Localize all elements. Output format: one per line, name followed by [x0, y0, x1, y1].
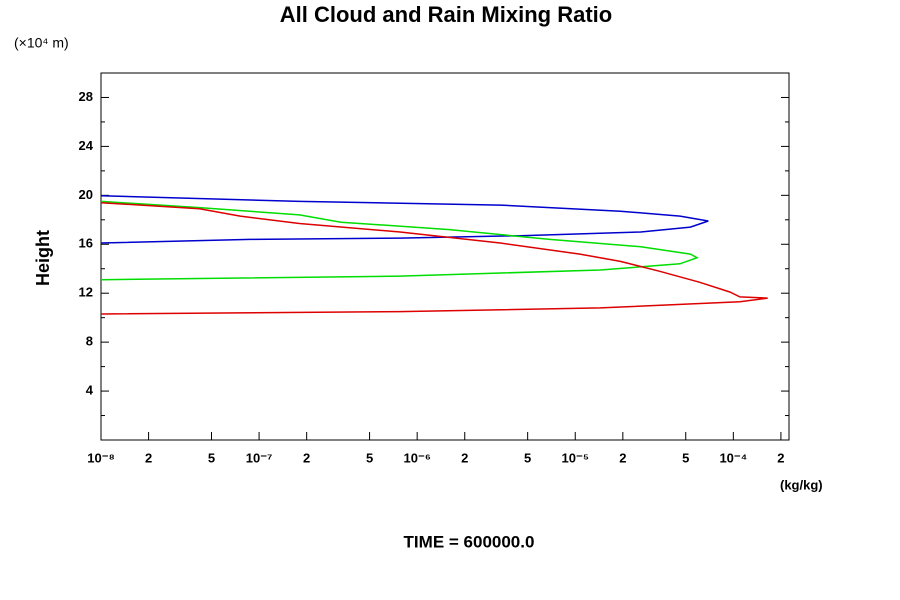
- x-tick-label: 10⁻⁸: [87, 450, 114, 465]
- chart-title: All Cloud and Rain Mixing Ratio: [280, 2, 612, 27]
- footer: TIME = 600000.0: [404, 532, 535, 551]
- y-tick-label: 28: [79, 89, 93, 104]
- x-unit: (kg/kg): [780, 477, 823, 492]
- x-tick-label: 5: [366, 450, 373, 465]
- x-tick-label: 2: [777, 450, 784, 465]
- y-tick-label: 24: [79, 138, 94, 153]
- y-tick-label: 20: [79, 187, 93, 202]
- x-tick-label: 5: [208, 450, 215, 465]
- y-axis-label: Height: [33, 230, 53, 286]
- y-unit: (×10⁴ m): [14, 35, 69, 51]
- x-tick-label: 10⁻⁶: [404, 450, 431, 465]
- y-tick-label: 12: [79, 285, 93, 300]
- x-tick-label: 2: [303, 450, 310, 465]
- series-line: [100, 200, 699, 281]
- series-line: [100, 194, 709, 244]
- y-tick-label: 16: [79, 236, 93, 251]
- x-tick-label: 5: [524, 450, 531, 465]
- x-tick-label: 10⁻⁵: [562, 450, 589, 465]
- x-tick-label: 10⁻⁷: [246, 450, 273, 465]
- plot-frame: [100, 72, 790, 441]
- series-line: [100, 201, 768, 315]
- x-tick-label: 10⁻⁴: [719, 450, 747, 465]
- x-tick-label: 2: [145, 450, 152, 465]
- x-tick-label: 2: [619, 450, 626, 465]
- y-tick-label: 8: [86, 334, 93, 349]
- y-tick-label: 4: [86, 383, 94, 398]
- x-tick-label: 5: [682, 450, 689, 465]
- x-tick-label: 2: [461, 450, 468, 465]
